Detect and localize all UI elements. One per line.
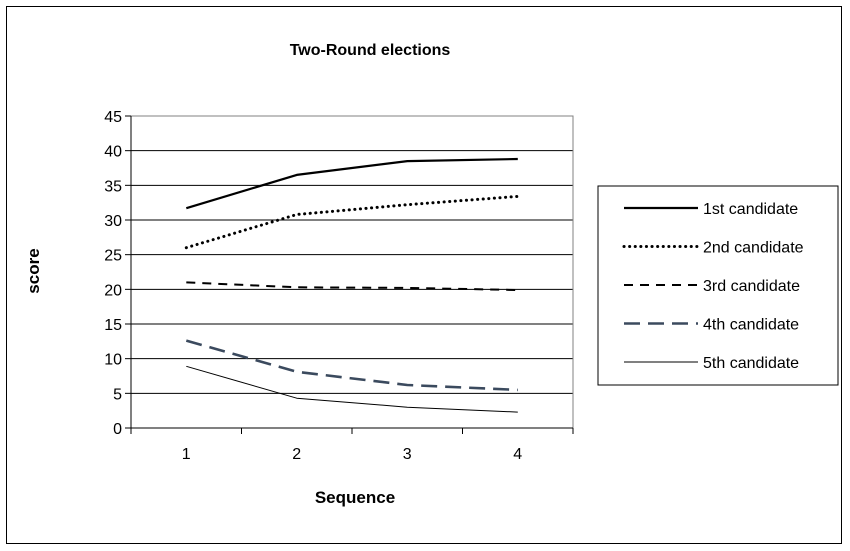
y-tick-label: 20 — [104, 282, 122, 299]
y-axis-label: score — [24, 248, 43, 293]
legend-box — [597, 185, 839, 386]
y-tick-label: 0 — [113, 421, 122, 438]
legend-label: 3rd candidate — [703, 278, 800, 295]
y-tick-label: 10 — [104, 352, 122, 369]
x-tick-label: 4 — [513, 446, 522, 463]
y-tick-label: 15 — [104, 317, 122, 334]
y-tick-label: 45 — [104, 109, 122, 126]
series-line — [185, 157, 518, 210]
x-tick-label: 1 — [182, 446, 191, 463]
x-tick-label: 3 — [403, 446, 412, 463]
series-line — [186, 365, 518, 413]
legend-label: 5th candidate — [703, 355, 799, 372]
axis-ticks: 0 5 10 15 20 25 30 35 40 45 1 2 3 4 — [104, 109, 574, 463]
grid-lines — [131, 115, 573, 394]
legend-label: 4th candidate — [703, 317, 799, 334]
series-line — [185, 339, 518, 392]
legend: 1st candidate 2nd candidate 3rd candidate 4… — [597, 185, 839, 386]
x-tick-label: 2 — [292, 446, 301, 463]
y-tick-label: 25 — [104, 248, 122, 265]
y-tick-label: 30 — [104, 213, 122, 230]
x-axis-label: Sequence — [315, 488, 395, 507]
plot-area — [130, 115, 574, 429]
y-tick-label: 35 — [104, 178, 122, 195]
legend-label: 2nd candidate — [703, 240, 804, 257]
y-tick-label: 5 — [113, 386, 122, 403]
series-line — [184, 194, 520, 250]
y-tick-label: 40 — [104, 144, 122, 161]
series-line — [186, 281, 518, 291]
chart-title: Two-Round elections — [290, 42, 451, 59]
series-lines — [184, 157, 520, 413]
legend-label: 1st candidate — [703, 201, 798, 218]
